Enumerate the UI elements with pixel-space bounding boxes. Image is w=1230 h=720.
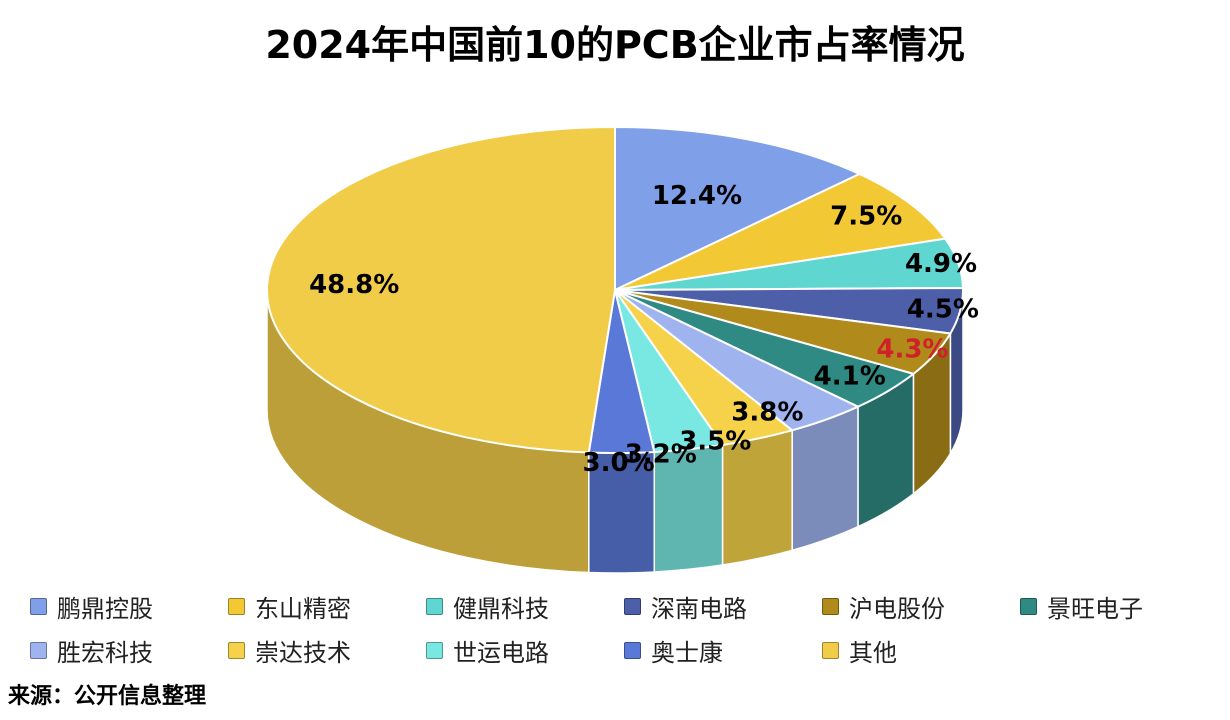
data-label-6: 4.1% (814, 361, 886, 391)
legend-swatch (228, 641, 245, 659)
data-label-7: 3.8% (731, 398, 803, 428)
legend-label: 沪电股份 (849, 594, 945, 623)
legend-swatch (822, 641, 839, 659)
legend-swatch (1020, 597, 1037, 615)
legend-swatch (624, 641, 641, 659)
data-label-3: 4.9% (905, 249, 977, 279)
data-label-9: 3.2% (625, 439, 697, 469)
legend-item: 健鼎科技 (426, 589, 624, 624)
chart-title: 2024年中国前10的PCB企业市占率情况 (265, 23, 965, 67)
data-label-10: 3.0% (583, 448, 655, 478)
legend-item: 奥士康 (624, 633, 822, 668)
legend-swatch (822, 597, 839, 615)
legend-label: 东山精密 (255, 594, 351, 623)
legend-swatch (30, 641, 47, 659)
legend-row: 胜宏科技 崇达技术 世运电路 奥士康 其他 (30, 628, 1220, 672)
legend-item: 景旺电子 (1020, 589, 1218, 624)
legend-label: 奥士康 (651, 638, 723, 667)
legend-label: 世运电路 (453, 638, 549, 667)
legend-row: 鹏鼎控股 东山精密 健鼎科技 深南电路 沪电股份 景旺电子 (30, 584, 1220, 628)
legend-item: 深南电路 (624, 589, 822, 624)
legend-swatch (228, 597, 245, 615)
legend-label: 景旺电子 (1047, 594, 1143, 623)
data-label-5: 4.3% (876, 334, 948, 364)
pie-chart: 12.4% 7.5%4.9% 4.5% 4.3%4.1% 3.8%3.5%3.2%3.0… (266, 125, 979, 574)
legend-label: 健鼎科技 (453, 594, 549, 623)
data-label-8: 3.5% (679, 426, 751, 456)
pie-data-labels: 12.4% 7.5%4.9% 4.5% 4.3%4.1% 3.8%3.5%3.2%3.0… (309, 181, 979, 478)
legend-item: 沪电股份 (822, 589, 1020, 624)
data-label-1: 12.4% (652, 181, 742, 211)
legend-label: 其他 (849, 638, 897, 667)
data-label-2: 7.5% (830, 201, 902, 231)
slice-11 (266, 125, 616, 454)
data-label-4: 4.5% (907, 294, 979, 324)
legend-label: 崇达技术 (255, 638, 351, 667)
data-label-11: 48.8% (309, 270, 399, 300)
legend-label: 鹏鼎控股 (57, 594, 153, 623)
legend-swatch (426, 597, 443, 615)
slice-1 (614, 125, 862, 292)
legend-item: 其他 (822, 633, 1020, 668)
legend-item: 崇达技术 (228, 633, 426, 668)
source-note: 来源：公开信息整理 (8, 684, 207, 709)
legend-swatch (426, 641, 443, 659)
legend-item: 东山精密 (228, 589, 426, 624)
legend-item: 世运电路 (426, 633, 624, 668)
slice-2 (614, 172, 948, 291)
legend-label: 胜宏科技 (57, 638, 153, 667)
legend-item: 胜宏科技 (30, 633, 228, 668)
legend-item: 鹏鼎控股 (30, 589, 228, 624)
legend-swatch (624, 597, 641, 615)
legend: 鹏鼎控股 东山精密 健鼎科技 深南电路 沪电股份 景旺电子胜宏科技 崇达技术 世运电路 奥士康 其… (30, 584, 1220, 672)
legend-label: 深南电路 (651, 594, 747, 623)
legend-swatch (30, 597, 47, 615)
pie-top-faces (266, 125, 965, 455)
